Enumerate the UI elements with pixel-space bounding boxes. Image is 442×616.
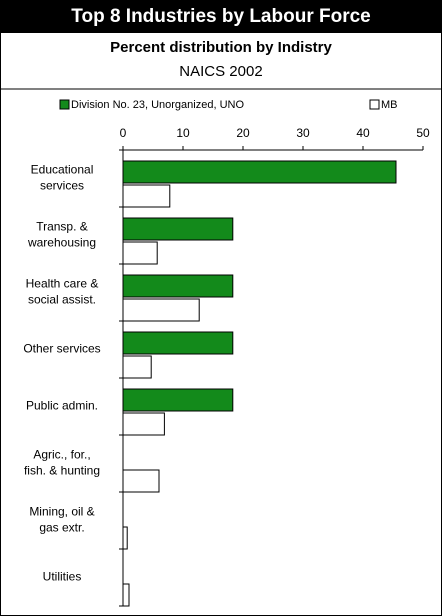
bar (122, 274, 234, 298)
bar (122, 526, 128, 550)
y-tick-label: Utilities (43, 570, 82, 584)
bar (122, 469, 160, 493)
legend-label: MB (381, 99, 398, 111)
bar (122, 184, 171, 208)
bar (122, 298, 200, 322)
x-tick-label: 50 (416, 126, 430, 140)
y-tick-label: Mining, oil & gas extr. (29, 505, 94, 535)
y-tick-label: Educational services (31, 163, 94, 193)
legend-label: Division No. 23, Unorganized, UNO (71, 99, 244, 111)
bar (122, 331, 234, 355)
chart-subtitle: NAICS 2002 (179, 63, 262, 80)
legend-swatch (59, 99, 70, 110)
title-bar (0, 0, 442, 33)
legend-swatch (369, 99, 380, 110)
bar (122, 355, 152, 379)
y-tick-label: Other services (23, 342, 100, 356)
x-tick-label: 10 (176, 126, 190, 140)
y-tick-label: Health care & social assist. (26, 277, 99, 307)
x-tick-label: 40 (356, 126, 370, 140)
bar (122, 388, 234, 412)
x-tick-label: 30 (296, 126, 310, 140)
bar (122, 412, 165, 436)
bar (122, 241, 158, 265)
bar (122, 160, 397, 184)
y-tick-label: Transp. & warehousing (27, 220, 96, 250)
bar (122, 583, 130, 607)
chart-subtitle: Percent distribution by Indistry (110, 39, 332, 56)
chart-title: Top 8 Industries by Labour Force (71, 6, 370, 27)
x-tick-label: 20 (236, 126, 250, 140)
y-tick-label: Public admin. (26, 399, 98, 413)
y-tick-label: Agric., for., fish. & hunting (24, 448, 100, 478)
bar (122, 217, 234, 241)
x-tick-label: 0 (120, 126, 127, 140)
